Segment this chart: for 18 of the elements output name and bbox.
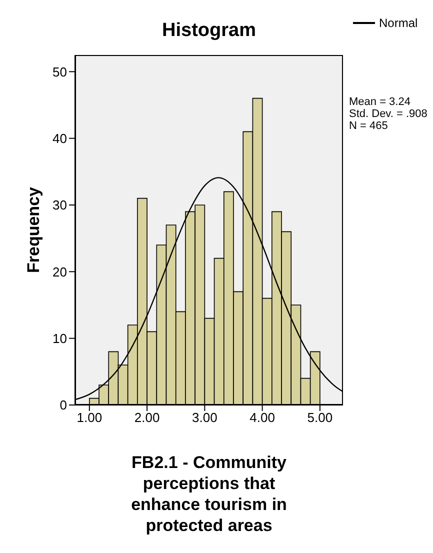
text: N = 465 (349, 120, 389, 132)
x-tick-label: 2.00 (134, 410, 160, 426)
x-tick-label: 4.00 (250, 410, 275, 426)
text: Std. Dev. = .908 (349, 108, 428, 120)
y-tick-label: 50 (52, 64, 67, 80)
x-tick-label: 3.00 (192, 410, 218, 426)
y-tick-label: 10 (52, 330, 67, 346)
y-tick-label: 20 (52, 264, 67, 280)
x-axis-title: FB2.1 - Community perceptions that enhance tourism in protected areas (130, 452, 288, 536)
y-tick-label: 30 (52, 198, 67, 213)
x-tick-label: 5.00 (307, 410, 333, 426)
y-tick-label: 0 (60, 398, 67, 413)
text: Mean = 3.24 (349, 96, 412, 108)
y-axis-title: Frequency (24, 187, 44, 273)
chart-title: Histogram (161, 20, 257, 42)
y-tick-label: 40 (52, 130, 67, 146)
legend-label: Normal (379, 16, 418, 30)
x-tick-label: 1.00 (76, 410, 102, 426)
